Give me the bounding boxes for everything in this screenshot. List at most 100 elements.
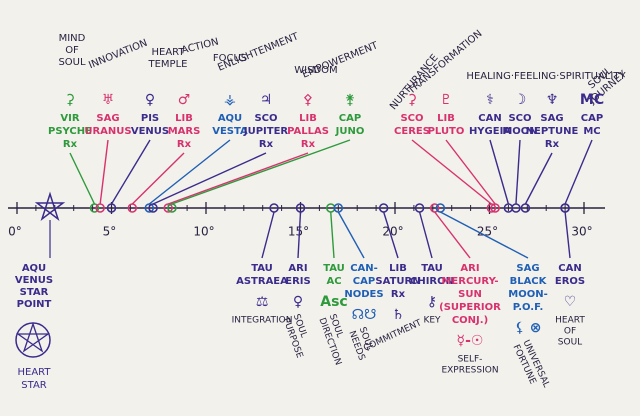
degree-mark	[167, 203, 177, 213]
planet-label: JUNO	[335, 126, 365, 137]
planet-label: CAN	[478, 113, 501, 124]
star-label: POINT	[17, 299, 52, 310]
theme-label: OF	[564, 327, 576, 337]
planet-label: Rx	[177, 139, 192, 150]
planet-glyph: ⚳	[65, 92, 75, 108]
degree-mark	[490, 203, 500, 213]
connector	[167, 152, 309, 205]
planet-glyph: ♇	[440, 92, 453, 108]
planet-label: HYGEIA	[469, 126, 511, 137]
planet-label: Rx	[63, 139, 78, 150]
planet-glyph: ⚵	[345, 92, 355, 108]
theme-label: HEART	[151, 47, 185, 58]
connector	[489, 139, 510, 205]
planet-label: JUPITER	[243, 126, 289, 137]
theme-label: EXPRESSION	[441, 366, 498, 376]
planet-glyph: ♅	[102, 92, 115, 108]
degree-mark	[89, 203, 100, 213]
theme-label: OF	[65, 45, 79, 56]
planet-glyph: ♄	[392, 307, 405, 323]
planet-label: MARS	[168, 126, 201, 137]
connector	[564, 211, 571, 259]
planet-glyph: ♆	[546, 92, 559, 108]
planet-label: CAP	[339, 113, 361, 124]
theme-label: KEY	[423, 316, 441, 326]
planet-label: CERES	[394, 126, 430, 137]
axis-tick-label: 15°	[288, 225, 309, 239]
connector	[440, 211, 529, 259]
planet-label: SAG	[540, 113, 563, 124]
planet-glyph: ⚳	[407, 92, 417, 108]
planet-glyph: ♡	[564, 294, 577, 310]
planet-label: CAP	[353, 276, 375, 287]
planet-label: ERIS	[285, 276, 310, 287]
star-mark	[34, 191, 66, 222]
theme-label: SOUL	[58, 57, 86, 68]
planet-label: SATURN	[375, 276, 420, 287]
planet-label: SCO	[508, 113, 531, 124]
degree-mark	[144, 203, 155, 213]
axis-tick-label: 5°	[103, 225, 117, 239]
star-label: AQU	[22, 263, 46, 274]
planet-label: LIB	[299, 113, 317, 124]
planet-label: PIS	[141, 113, 159, 124]
planet-label: ASTRAEA	[236, 276, 288, 287]
connector	[330, 211, 335, 259]
planet-label: PALLAS	[287, 126, 329, 137]
planet-label: MC	[583, 126, 600, 137]
planet-glyph: ⚴	[303, 92, 313, 108]
pentacle-star	[15, 321, 51, 353]
planet-glyph: ♃	[260, 92, 273, 108]
degree-mark	[486, 203, 497, 213]
planet-label: SUN	[458, 289, 482, 300]
planet-label: LIB	[437, 113, 455, 124]
planet-label: Rx	[301, 139, 316, 150]
planet-glyph: Asc	[320, 294, 347, 310]
degree-mark	[163, 203, 173, 213]
planet-label: P.O.F.	[513, 302, 544, 313]
planet-label: VIR	[60, 113, 79, 124]
planet-label: VENUS	[131, 126, 169, 137]
degree-mark	[520, 203, 531, 213]
planet-label: NEPTUNE	[526, 126, 579, 137]
planet-label: MERCURY-	[441, 276, 498, 287]
degree-mark	[95, 203, 105, 213]
connector	[131, 152, 185, 205]
connector	[297, 211, 302, 259]
planet-label: CAN-	[350, 263, 378, 274]
planet-glyph: ☿-☉	[457, 333, 484, 349]
planet-label: TAU	[323, 263, 345, 274]
planet-label: CHIRON	[410, 276, 454, 287]
planet-label: CONJ.)	[452, 315, 488, 326]
star-label: STAR	[20, 287, 49, 298]
axis-tick-label: 10°	[193, 225, 214, 239]
planet-label: ARI	[288, 263, 307, 274]
planet-label: PSYCHE	[48, 126, 92, 137]
connector	[564, 139, 593, 205]
planet-glyph: ☊☋	[352, 307, 377, 323]
theme-label: TEMPLE	[148, 59, 188, 70]
theme-label: HEALING·FEELING·SPIRITUALITY	[466, 71, 626, 82]
planet-glyph: ⚷	[427, 294, 437, 310]
connector	[515, 139, 521, 205]
connector	[261, 211, 275, 259]
connector	[445, 139, 496, 205]
planet-glyph: ☽	[514, 92, 527, 108]
theme-label: INTEGRATION	[232, 316, 293, 326]
degree-mark	[127, 203, 138, 213]
connector	[418, 211, 433, 259]
planet-label: AQU	[218, 113, 242, 124]
theme-label: WISDOM	[294, 65, 337, 76]
star-label: VENUS	[15, 275, 53, 286]
axis-tick-label: 20°	[382, 225, 403, 239]
planet-label: Rx	[545, 139, 560, 150]
planet-glyph: ⚖	[256, 294, 269, 310]
planet-label: EROS	[555, 276, 585, 287]
theme-label: MIND	[59, 33, 86, 44]
connector	[337, 211, 365, 259]
planet-label: Rx	[391, 289, 406, 300]
planet-glyph: ⚸ ⊗	[515, 320, 542, 336]
